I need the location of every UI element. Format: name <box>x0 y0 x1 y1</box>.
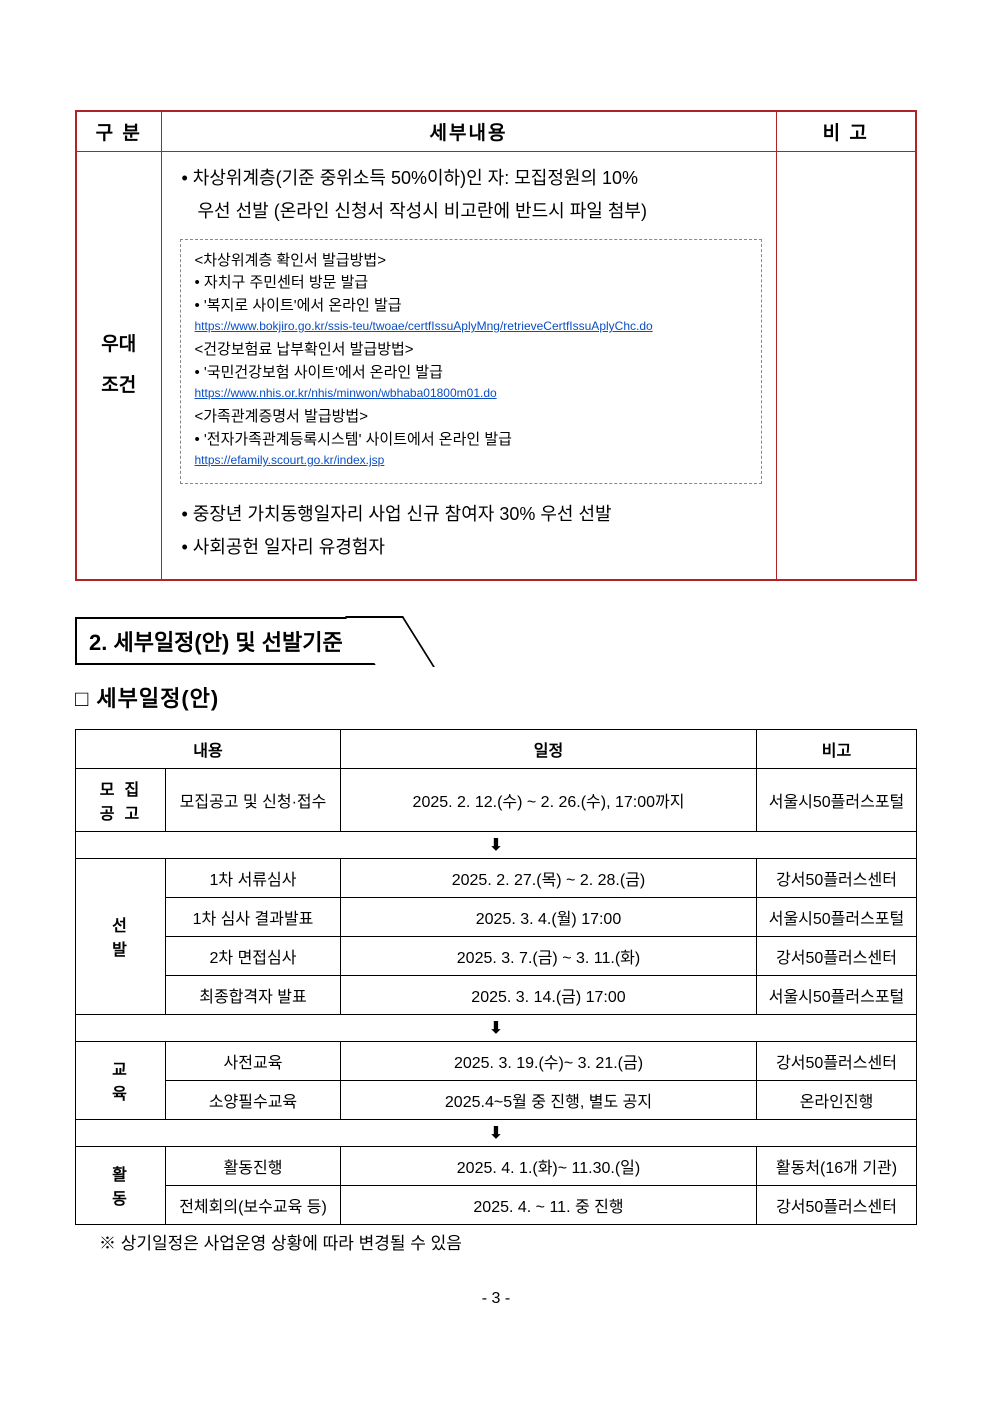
schedule-remark: 강서50플러스센터 <box>757 1185 917 1224</box>
box-l1: • 자치구 주민센터 방문 발급 <box>195 272 747 295</box>
down-arrow-icon: ⬇ <box>489 1018 502 1038</box>
box-h2: <건강보험료 납부확인서 발급방법> <box>195 339 747 362</box>
box-h1: <차상위계층 확인서 발급방법> <box>195 250 747 273</box>
preference-table: 구 분 세부내용 비 고 우대 조건 • 차상위계층(기준 중위소득 50%이하… <box>75 110 917 581</box>
schedule-subitem: 소양필수교육 <box>166 1080 341 1119</box>
schedule-subitem: 최종합격자 발표 <box>166 975 341 1014</box>
schedule-date: 2025. 4. ~ 11. 중 진행 <box>341 1185 757 1224</box>
down-arrow-cell: ⬇ <box>76 831 917 858</box>
schedule-subitem: 사전교육 <box>166 1041 341 1080</box>
schedule-date: 2025. 2. 27.(목) ~ 2. 28.(금) <box>341 858 757 897</box>
t1-detail-cell: • 차상위계층(기준 중위소득 50%이하)인 자: 모집정원의 10% 우선 … <box>161 152 776 580</box>
schedule-date: 2025. 3. 4.(월) 17:00 <box>341 897 757 936</box>
box-l4: • '전자가족관계등록시스템' 사이트에서 온라인 발급 <box>195 429 747 452</box>
schedule-table: 내용 일정 비고 모집공고모집공고 및 신청·접수2025. 2. 12.(수)… <box>75 729 917 1225</box>
t1-header-category: 구 분 <box>76 111 161 152</box>
page-number: - 3 - <box>75 1290 917 1308</box>
schedule-remark: 온라인진행 <box>757 1080 917 1119</box>
schedule-row: 전체회의(보수교육 등)2025. 4. ~ 11. 중 진행강서50플러스센터 <box>76 1185 917 1224</box>
box-link-2[interactable]: https://www.nhis.or.kr/nhis/minwon/wbhab… <box>195 384 747 402</box>
schedule-subitem: 활동진행 <box>166 1146 341 1185</box>
t1-row-label: 우대 조건 <box>76 152 161 580</box>
arrow-row: ⬇ <box>76 831 917 858</box>
t1-bullet-a: • 차상위계층(기준 중위소득 50%이하)인 자: 모집정원의 10% <box>176 162 766 195</box>
schedule-date: 2025.4~5월 중 진행, 별도 공지 <box>341 1080 757 1119</box>
schedule-row: 최종합격자 발표2025. 3. 14.(금) 17:00서울시50플러스포털 <box>76 975 917 1014</box>
schedule-date: 2025. 3. 7.(금) ~ 3. 11.(화) <box>341 936 757 975</box>
box-l2: • '복지로 사이트'에서 온라인 발급 <box>195 295 747 318</box>
schedule-row: 모집공고모집공고 및 신청·접수2025. 2. 12.(수) ~ 2. 26.… <box>76 768 917 831</box>
schedule-row: 교 육사전교육2025. 3. 19.(수)~ 3. 21.(금)강서50플러스… <box>76 1041 917 1080</box>
schedule-row: 1차 심사 결과발표2025. 3. 4.(월) 17:00서울시50플러스포털 <box>76 897 917 936</box>
schedule-date: 2025. 3. 14.(금) 17:00 <box>341 975 757 1014</box>
box-l3: • '국민건강보험 사이트'에서 온라인 발급 <box>195 362 747 385</box>
box-link-1[interactable]: https://www.bokjiro.go.kr/ssis-teu/twoae… <box>195 317 747 335</box>
schedule-row: 활 동활동진행2025. 4. 1.(화)~ 11.30.(일)활동처(16개 … <box>76 1146 917 1185</box>
schedule-category: 교 육 <box>76 1041 166 1119</box>
down-arrow-icon: ⬇ <box>489 835 502 855</box>
schedule-row: 2차 면접심사2025. 3. 7.(금) ~ 3. 11.(화)강서50플러스… <box>76 936 917 975</box>
schedule-category: 모집공고 <box>76 768 166 831</box>
sub-heading: □ 세부일정(안) <box>75 681 917 713</box>
down-arrow-icon: ⬇ <box>489 1123 502 1143</box>
t1-remark-cell <box>776 152 916 580</box>
t2-header-schedule: 일정 <box>341 729 757 768</box>
schedule-remark: 활동처(16개 기관) <box>757 1146 917 1185</box>
schedule-subitem: 모집공고 및 신청·접수 <box>166 768 341 831</box>
down-arrow-cell: ⬇ <box>76 1014 917 1041</box>
t1-bullet-b: • 중장년 가치동행일자리 사업 신규 참여자 30% 우선 선발 <box>176 498 766 531</box>
schedule-row: 선 발1차 서류심사2025. 2. 27.(목) ~ 2. 28.(금)강서5… <box>76 858 917 897</box>
t1-guide-box: <차상위계층 확인서 발급방법> • 자치구 주민센터 방문 발급 • '복지로… <box>180 239 762 485</box>
schedule-subitem: 전체회의(보수교육 등) <box>166 1185 341 1224</box>
section-title-wrap: 2. 세부일정(안) 및 선발기준 <box>75 617 917 663</box>
t2-header-remark: 비고 <box>757 729 917 768</box>
schedule-subitem: 2차 면접심사 <box>166 936 341 975</box>
down-arrow-cell: ⬇ <box>76 1119 917 1146</box>
schedule-remark: 강서50플러스센터 <box>757 858 917 897</box>
t2-header-content: 내용 <box>76 729 341 768</box>
schedule-category: 활 동 <box>76 1146 166 1224</box>
arrow-row: ⬇ <box>76 1014 917 1041</box>
schedule-remark: 서울시50플러스포털 <box>757 768 917 831</box>
schedule-date: 2025. 2. 12.(수) ~ 2. 26.(수), 17:00까지 <box>341 768 757 831</box>
schedule-remark: 서울시50플러스포털 <box>757 897 917 936</box>
schedule-remark: 서울시50플러스포털 <box>757 975 917 1014</box>
section-title: 2. 세부일정(안) 및 선발기준 <box>75 617 391 665</box>
schedule-subitem: 1차 심사 결과발표 <box>166 897 341 936</box>
arrow-row: ⬇ <box>76 1119 917 1146</box>
schedule-subitem: 1차 서류심사 <box>166 858 341 897</box>
schedule-remark: 강서50플러스센터 <box>757 1041 917 1080</box>
t1-bullet-c: • 사회공헌 일자리 유경험자 <box>176 531 766 564</box>
schedule-footnote: ※ 상기일정은 사업운영 상황에 따라 변경될 수 있음 <box>75 1229 917 1254</box>
schedule-date: 2025. 3. 19.(수)~ 3. 21.(금) <box>341 1041 757 1080</box>
t1-header-detail: 세부내용 <box>161 111 776 152</box>
schedule-category: 선 발 <box>76 858 166 1014</box>
box-h3: <가족관계증명서 발급방법> <box>195 406 747 429</box>
schedule-remark: 강서50플러스센터 <box>757 936 917 975</box>
schedule-date: 2025. 4. 1.(화)~ 11.30.(일) <box>341 1146 757 1185</box>
schedule-row: 소양필수교육2025.4~5월 중 진행, 별도 공지온라인진행 <box>76 1080 917 1119</box>
t1-header-remark: 비 고 <box>776 111 916 152</box>
box-link-3[interactable]: https://efamily.scourt.go.kr/index.jsp <box>195 451 747 469</box>
t1-bullet-a2: 우선 선발 (온라인 신청서 작성시 비고란에 반드시 파일 첨부) <box>176 195 766 228</box>
